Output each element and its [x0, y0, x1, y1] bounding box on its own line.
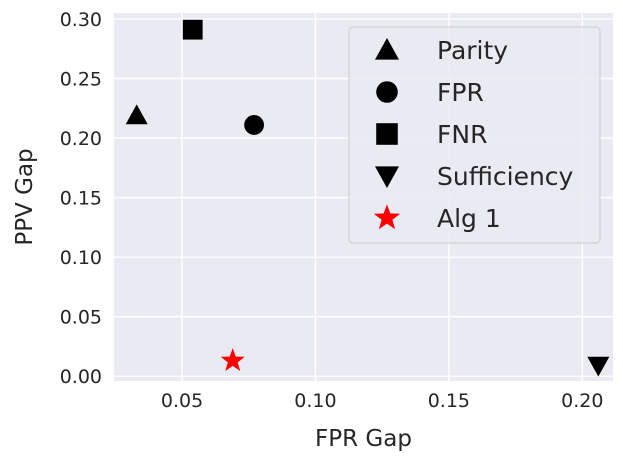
y-tick-label: 0.10 — [60, 247, 102, 269]
legend-marker-alg-1 — [373, 204, 401, 230]
y-tick-label: 0.25 — [60, 69, 102, 91]
legend-box — [348, 26, 601, 244]
point-sufficiency — [587, 356, 610, 377]
x-tick-labels: 0.05 0.10 0.15 0.20 — [161, 390, 604, 412]
point-alg-1 — [220, 348, 245, 371]
y-tick-labels: 0.00 0.05 0.10 0.15 0.20 0.25 0.30 — [60, 9, 102, 388]
x-axis-label: FPR Gap — [315, 426, 412, 452]
legend-label: Parity — [437, 36, 508, 65]
legend-label: FNR — [437, 120, 487, 149]
y-tick-label: 0.05 — [60, 307, 102, 329]
x-tick-label: 0.10 — [294, 390, 336, 412]
y-tick-label: 0.30 — [60, 9, 102, 31]
legend-marker-fpr — [376, 81, 398, 103]
legend-marker-fnr — [376, 123, 398, 145]
y-axis-label: PPV Gap — [12, 148, 38, 245]
legend-label: Alg 1 — [437, 204, 501, 233]
legend-label: FPR — [437, 78, 484, 107]
data-points — [125, 19, 610, 377]
x-tick-label: 0.20 — [561, 390, 603, 412]
legend-marker-sufficiency — [375, 166, 399, 188]
legend-marker-parity — [375, 38, 399, 60]
legend: Parity FPR FNR Sufficiency Alg 1 — [348, 26, 601, 244]
point-fnr — [182, 19, 203, 40]
x-tick-label: 0.05 — [161, 390, 203, 412]
y-tick-label: 0.00 — [60, 366, 102, 388]
x-tick-label: 0.15 — [428, 390, 470, 412]
point-parity — [125, 104, 148, 125]
point-fpr — [244, 115, 264, 135]
legend-label: Sufficiency — [437, 162, 574, 191]
y-tick-label: 0.15 — [60, 188, 102, 210]
y-tick-label: 0.20 — [60, 128, 102, 150]
